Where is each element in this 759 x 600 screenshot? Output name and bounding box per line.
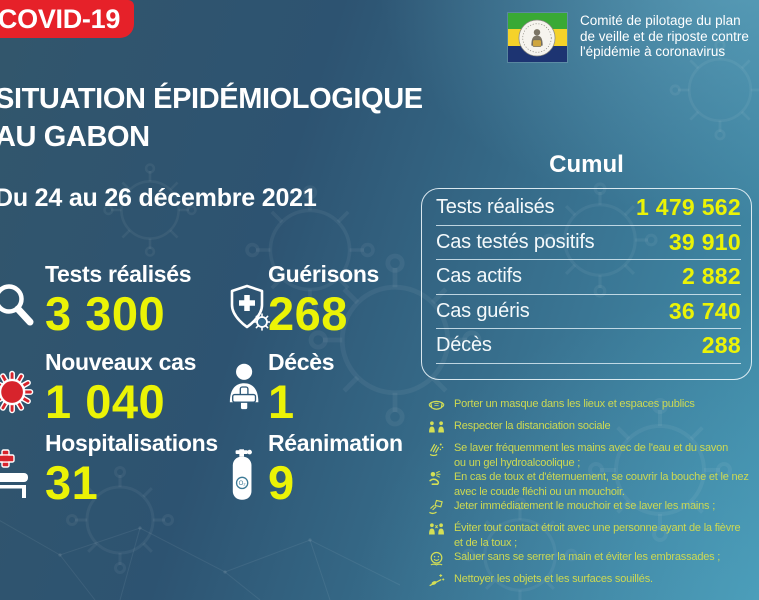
recommendation-text: Nettoyer les objets et les surfaces soui… [454,573,653,585]
recommendations-list: Porter un masque dans les lieux et espac… [428,397,758,594]
cumul-row: Décès 288 [436,329,741,364]
recommendation-text: Porter un masque dans les lieux et espac… [454,398,695,410]
cumul-title: Cumul [549,151,624,178]
list-item: Nettoyer les objets et les surfaces soui… [428,572,758,589]
virus-icon [0,370,34,414]
list-item: En cas de toux et d'éternuement, se couv… [428,470,758,499]
cumul-row: Cas guéris 36 740 [436,295,741,329]
clean-surfaces-icon [429,574,445,587]
stat-value: 31 [45,456,99,509]
list-item: Saluer sans se serrer la main et éviter … [428,550,758,567]
cumul-row-label: Cas guéris [436,299,530,322]
shield-cross-icon [230,284,270,331]
gabon-seal-icon [518,19,556,57]
list-item: Jeter immédiatement le mouchoir et se la… [428,499,758,516]
cumul-row-value: 36 740 [668,297,741,324]
mask-icon [428,400,445,410]
oxygen-tank-icon: O₂ [232,449,252,500]
stat-label: Nouveaux cas [45,349,197,375]
person-cross-icon [229,363,259,411]
cumul-row-value: 288 [701,332,741,359]
committee-name-line2: de veille et de riposte contre [580,28,749,44]
cumul-row-label: Tests réalisés [436,196,555,219]
recommendation-text: Respecter la distanciation sociale [454,420,611,432]
recommendation-text: Saluer sans se serrer la main et éviter … [454,551,721,563]
magnifier-icon [0,284,34,326]
cumul-row-label: Décès [436,334,492,357]
recommendation-text: Éviter tout contact étroit avec une pers… [454,522,741,549]
stat-value: 1 040 [45,375,166,428]
oxygen-label: O₂ [239,481,247,487]
cumul-row: Cas testés positifs 39 910 [436,226,741,260]
stat-label: Tests réalisés [45,261,192,287]
list-item: Éviter tout contact étroit avec une pers… [428,521,758,550]
cumul-row-value: 2 882 [681,263,741,290]
committee-name: Comité de pilotage du plan de veille et … [580,13,759,60]
stat-nouveaux-cas: Nouveaux cas 1 040 [45,349,196,426]
stat-label: Hospitalisations [45,430,218,456]
covid19-banner: COVID-19 [0,0,134,38]
avoid-contact-icon [429,523,444,535]
stat-label: Réanimation [268,430,403,456]
stat-guerisons: Guérisons 268 [268,261,379,338]
stat-hospitalisations: Hospitalisations 31 [45,430,218,507]
committee-name-line1: Comité de pilotage du plan [580,13,741,28]
stat-deces: Décès 1 [268,349,335,428]
stat-value: 1 [268,375,295,428]
hand-wash-icon [429,443,444,457]
page-title-line1: SITUATION ÉPIDÉMIOLOGIQUE [0,83,423,115]
cumul-row-label: Cas testés positifs [436,230,595,253]
recommendation-text: Se laver fréquemment les mains avec de l… [454,442,728,469]
cumul-row: Cas actifs 2 882 [436,260,741,295]
report-period: Du 24 au 26 décembre 2021 [0,184,317,212]
stat-value: 3 300 [45,287,166,340]
committee-name-line3: l'épidémie à coronavirus [580,44,726,59]
list-item: Respecter la distanciation sociale [428,419,758,436]
greeting-icon [430,551,443,566]
list-item: Porter un masque dans les lieux et espac… [428,397,758,414]
stat-label: Guérisons [268,261,380,287]
covid19-banner-label: COVID-19 [0,3,121,34]
tissue-icon [429,499,443,515]
page-title: SITUATION ÉPIDÉMIOLOGIQUE AU GABON [0,80,423,156]
stat-label: Décès [268,349,335,375]
sneeze-elbow-icon [429,470,441,485]
stat-tests-realises: Tests réalisés 3 300 [45,261,192,340]
recommendation-text: Jeter immédiatement le mouchoir et se la… [454,500,716,512]
cumul-panel: Tests réalisés 1 479 562 Cas testés posi… [421,188,752,380]
cumul-row: Tests réalisés 1 479 562 [436,191,741,226]
cumul-row-label: Cas actifs [436,265,522,288]
stat-reanimation: Réanimation 9 [268,430,403,507]
hospital-bed-icon [0,449,28,498]
list-item: Se laver fréquemment les mains avec de l… [428,441,758,470]
recommendation-text: En cas de toux et d'éternuement, se couv… [454,471,749,498]
page-title-line2: AU GABON [0,121,150,153]
cumul-row-value: 39 910 [668,228,741,255]
cumul-row-value: 1 479 562 [635,194,741,221]
stat-value: 9 [268,456,295,509]
social-distance-icon [429,421,444,433]
stat-value: 268 [268,287,348,340]
